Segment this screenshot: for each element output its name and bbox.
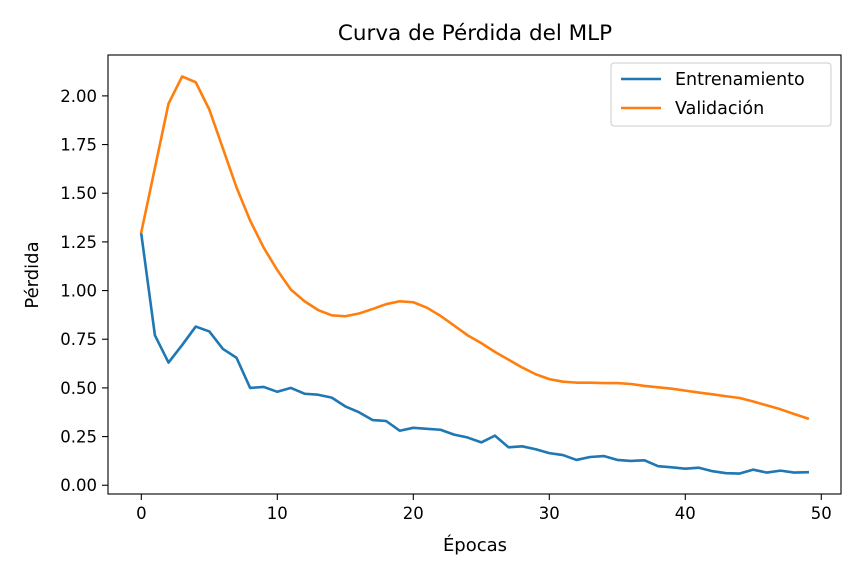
legend-label-1: Entrenamiento: [675, 70, 805, 90]
y-tick-label: 0.75: [60, 330, 97, 349]
x-tick-label: 10: [267, 504, 288, 523]
x-tick-label: 20: [403, 504, 424, 523]
y-axis-label: Pérdida: [22, 241, 43, 308]
x-tick-label: 40: [675, 504, 696, 523]
y-tick-label: 1.75: [60, 136, 97, 155]
y-tick-label: 0.50: [60, 379, 97, 398]
x-tick-label: 50: [811, 504, 832, 523]
y-tick-label: 1.25: [60, 233, 97, 252]
series-line-2: [139, 75, 810, 421]
plot-frame: [107, 54, 842, 495]
y-tick-label: 2.00: [60, 87, 97, 106]
x-axis-label: Épocas: [443, 534, 507, 556]
legend-label-2: Validación: [675, 99, 764, 119]
series-line-1: [139, 232, 810, 475]
plot-area: 0 10 20 30 40 50 0.00 0.25 0.50 0.75 1.00 1.25 1.50 1…: [60, 54, 842, 523]
x-tick-label: 0: [136, 504, 147, 523]
y-tick-label: 0.00: [60, 476, 97, 495]
y-tick-label: 1.00: [60, 282, 97, 301]
y-tick-label: 1.50: [60, 184, 97, 203]
x-tick-label: 30: [539, 504, 560, 523]
y-tick-label: 0.25: [60, 428, 97, 447]
chart-title: Curva de Pérdida del MLP: [338, 21, 612, 46]
legend-box: [610, 62, 832, 127]
